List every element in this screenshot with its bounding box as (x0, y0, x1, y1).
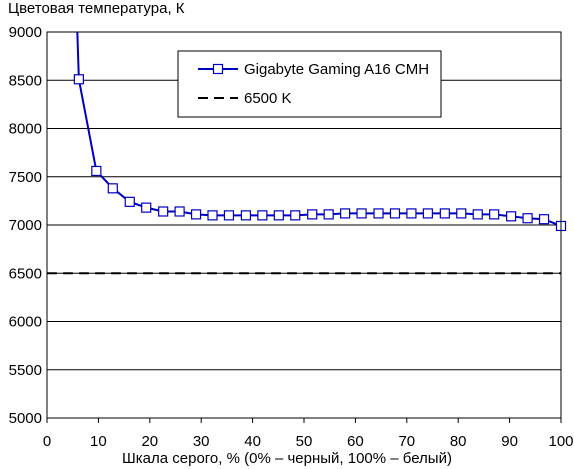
y-tick-label: 8000 (9, 121, 42, 138)
x-tick-label: 90 (501, 433, 518, 450)
data-point (240, 210, 252, 221)
data-point (538, 214, 550, 225)
data-point (356, 208, 367, 219)
x-tick-label: 100 (548, 433, 573, 450)
x-tick-labels: 0 10 20 30 40 50 60 70 80 90 100 (43, 418, 574, 450)
legend-box (177, 50, 442, 118)
data-point (340, 208, 351, 219)
data-point (190, 209, 202, 220)
x-tick-label: 40 (244, 433, 261, 450)
x-tick-label: 70 (398, 433, 415, 450)
chart-title: Цветовая температура, К (8, 0, 185, 17)
y-tick-label: 7000 (9, 217, 42, 234)
x-axis-label: Шкала серого, % (0% – черный, 100% – бел… (122, 450, 452, 467)
data-point (373, 208, 384, 219)
x-tick-label: 80 (450, 433, 467, 450)
data-point (290, 210, 301, 221)
data-point (124, 196, 135, 207)
plot-frame (46, 31, 562, 419)
data-point (91, 165, 102, 177)
data-point (389, 208, 401, 219)
data-point (456, 208, 467, 219)
data-point (107, 183, 118, 194)
data-point (323, 209, 334, 220)
x-tick-label: 20 (141, 433, 158, 450)
legend-marker-gigabyte (212, 63, 224, 75)
data-point (207, 210, 218, 221)
y-tick-label: 6000 (9, 314, 42, 331)
data-point (257, 210, 268, 221)
data-point (141, 202, 152, 213)
data-point (439, 208, 450, 219)
data-point (522, 213, 533, 224)
data-point (174, 206, 185, 217)
data-point (506, 211, 517, 222)
y-tick-label: 9000 (9, 24, 42, 41)
x-tick-label: 60 (347, 433, 364, 450)
data-point (273, 210, 284, 221)
legend-label-gigabyte: Gigabyte Gaming A16 CMH (244, 61, 429, 78)
chart-series (47, 31, 567, 275)
data-point (73, 74, 84, 85)
x-tick-label: 0 (43, 433, 51, 450)
data-point (489, 209, 500, 220)
y-tick-labels: 5000 5500 6000 6500 7000 7500 8000 8500 9000 (9, 24, 42, 427)
data-point (406, 208, 417, 219)
data-point (223, 210, 235, 221)
y-tick-label: 5000 (9, 410, 42, 427)
y-tick-label: 7500 (9, 169, 42, 186)
legend-label-6500k: 6500 K (244, 90, 292, 107)
data-point (307, 209, 318, 220)
legend: Gigabyte Gaming A16 CMH 6500 K (177, 50, 442, 118)
y-tick-label: 5500 (9, 362, 42, 379)
data-point (422, 208, 433, 219)
y-tick-label: 6500 (9, 265, 42, 282)
data-point (158, 206, 169, 217)
x-tick-label: 50 (296, 433, 313, 450)
x-tick-label: 10 (90, 433, 107, 450)
data-point (472, 209, 483, 220)
x-tick-label: 30 (193, 433, 210, 450)
y-tick-label: 8500 (9, 72, 42, 89)
